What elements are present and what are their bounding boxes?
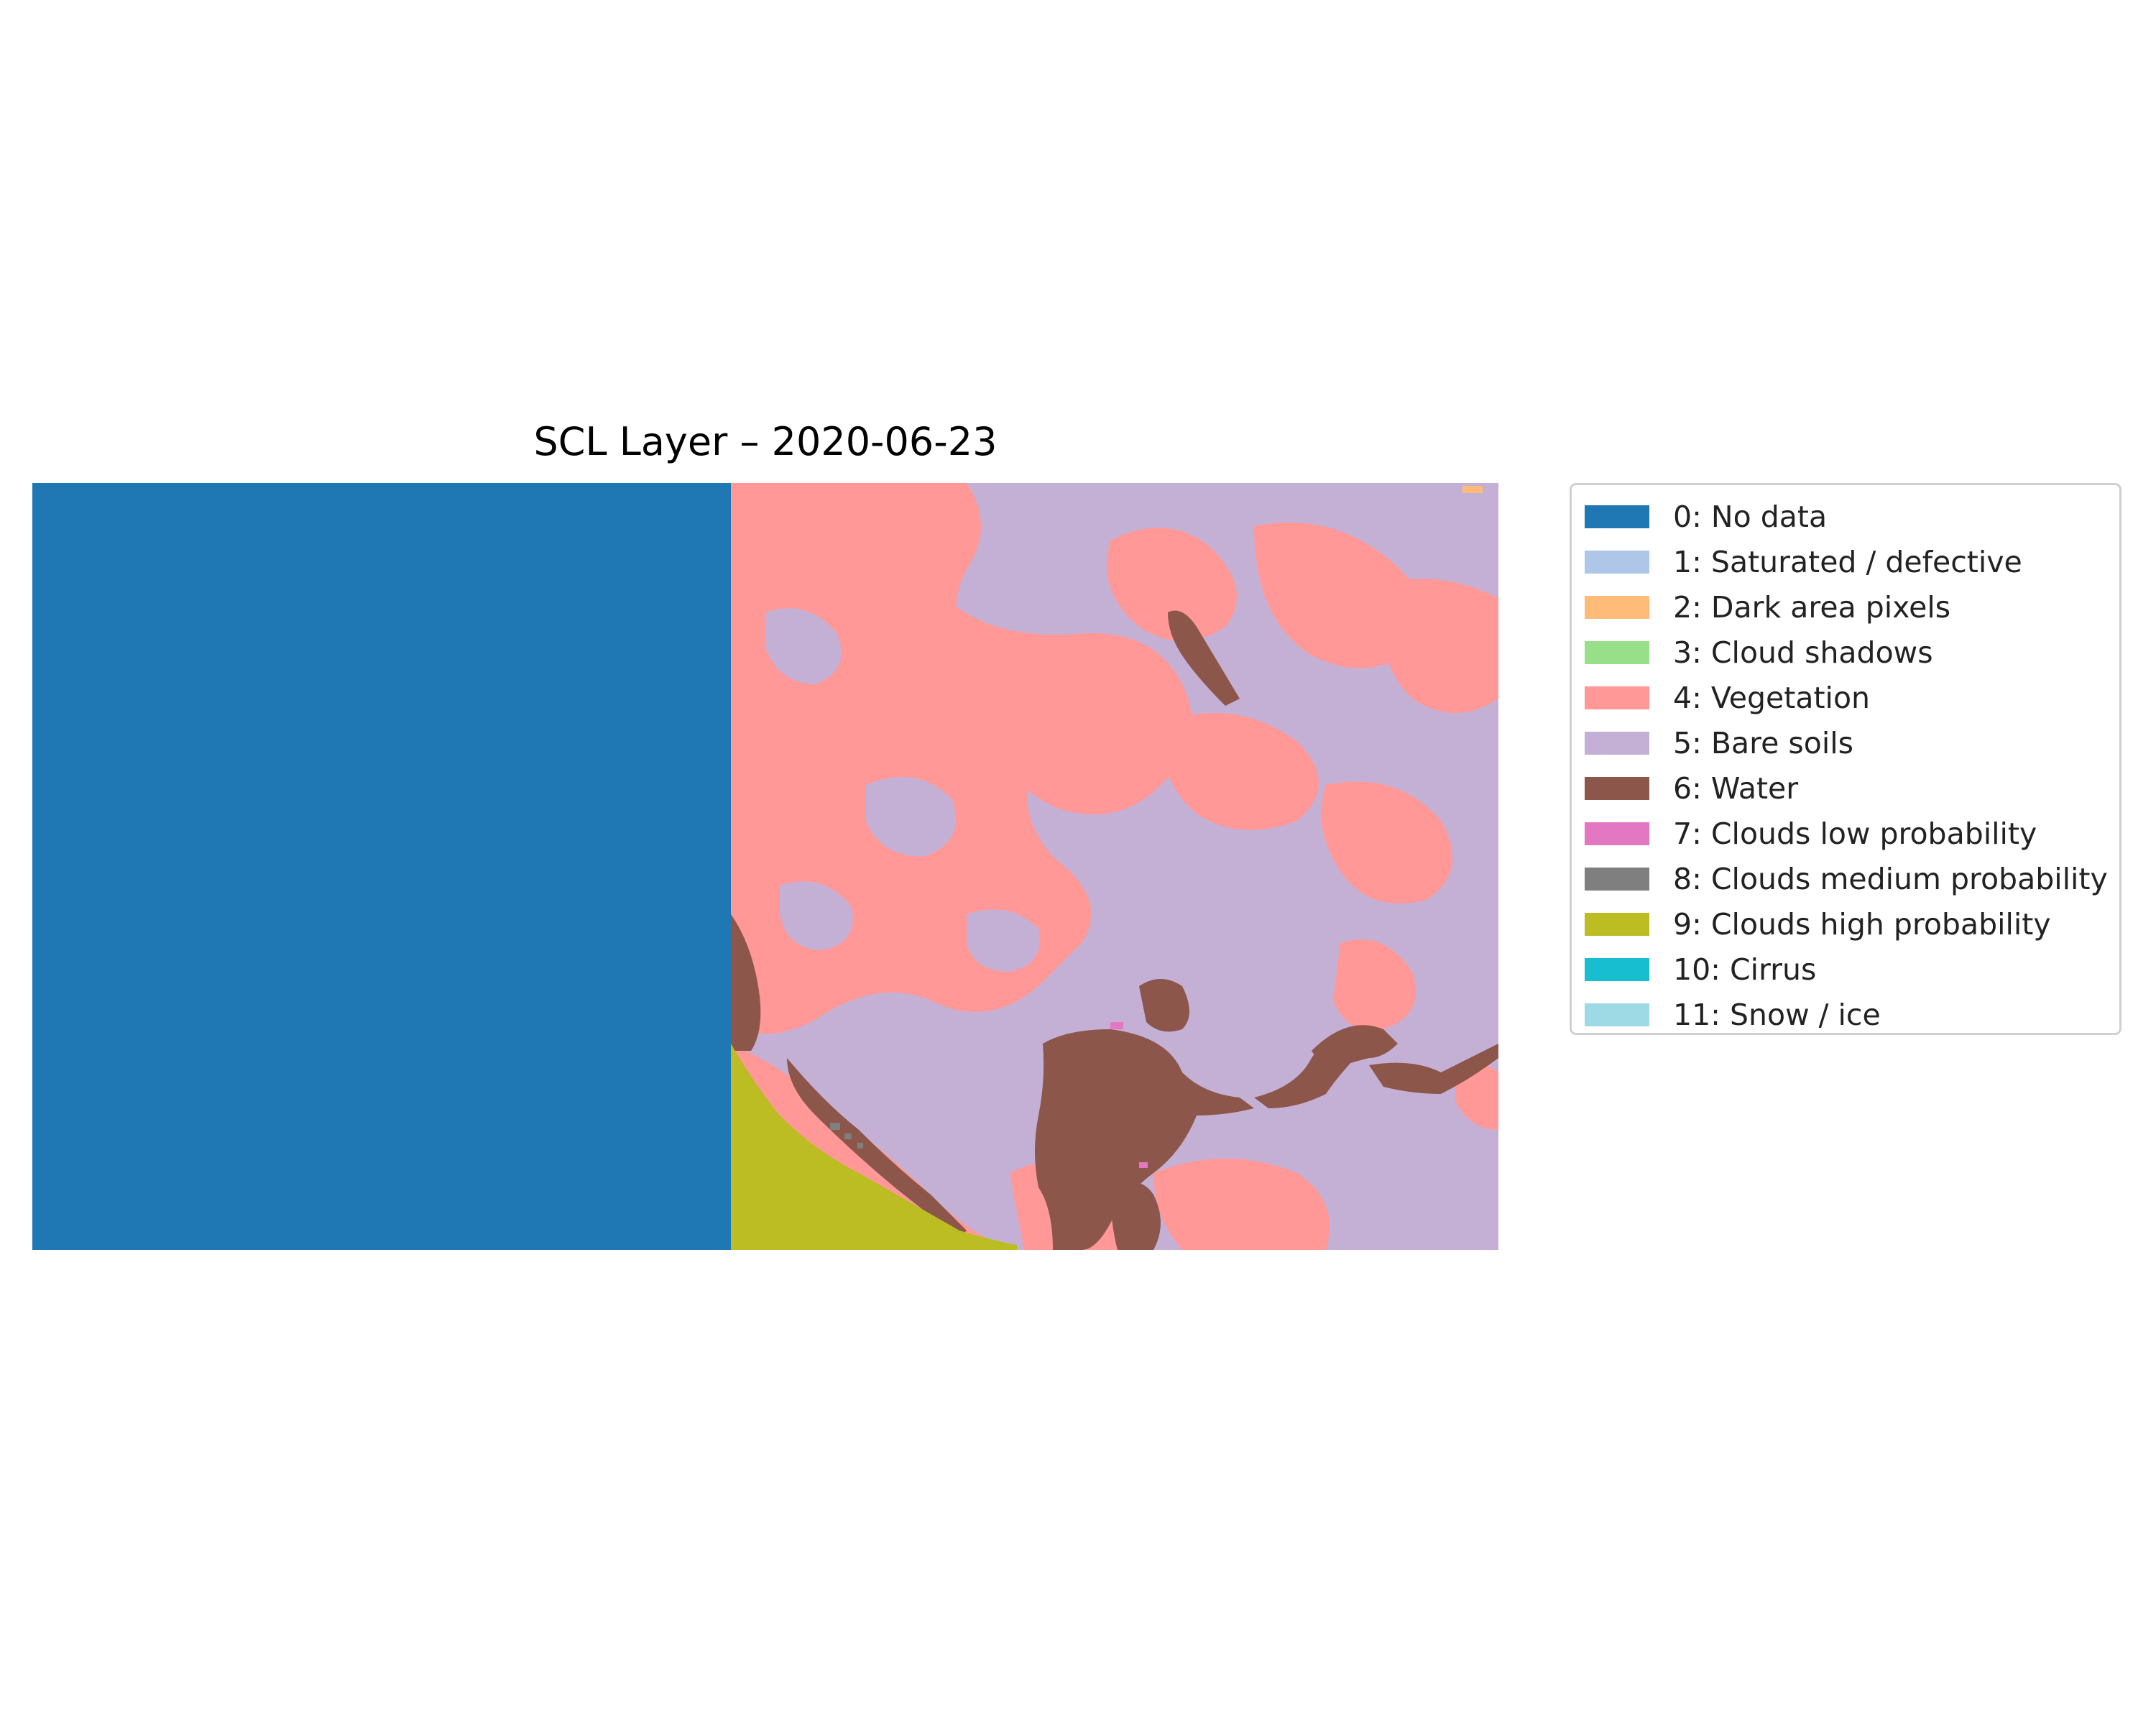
dark-area-specks (1462, 486, 1483, 493)
legend-item-11: 11: Snow / ice (1585, 992, 1881, 1037)
legend-label-1: 1: Saturated / defective (1673, 544, 2022, 579)
legend-item-5: 5: Bare soils (1585, 720, 1853, 765)
legend-swatch-8 (1585, 867, 1649, 891)
legend-label-11: 11: Snow / ice (1673, 997, 1881, 1032)
legend-label-7: 7: Clouds low probability (1673, 816, 2037, 851)
legend-swatch-11 (1585, 1003, 1649, 1026)
legend-label-10: 10: Cirrus (1673, 952, 1817, 987)
legend-swatch-4 (1585, 686, 1649, 709)
legend: 0: No data 1: Saturated / defective 2: D… (1570, 483, 2122, 1035)
legend-swatch-6 (1585, 776, 1649, 800)
legend-item-6: 6: Water (1585, 765, 1798, 811)
legend-item-2: 2: Dark area pixels (1585, 584, 1950, 630)
legend-item-4: 4: Vegetation (1585, 675, 1870, 720)
legend-swatch-5 (1585, 731, 1649, 755)
water-bodies (731, 610, 1498, 1250)
legend-item-0: 0: No data (1585, 494, 1827, 539)
legend-label-3: 3: Cloud shadows (1673, 635, 1933, 670)
legend-label-5: 5: Bare soils (1673, 725, 1853, 760)
legend-swatch-7 (1585, 822, 1649, 845)
no-data-region (32, 483, 731, 1250)
legend-label-8: 8: Clouds medium probability (1673, 861, 2108, 896)
legend-swatch-0 (1585, 505, 1649, 528)
scl-raster-map[interactable] (32, 483, 1498, 1250)
legend-item-10: 10: Cirrus (1585, 947, 1816, 992)
legend-swatch-2 (1585, 595, 1649, 619)
legend-label-9: 9: Clouds high probability (1673, 906, 2051, 942)
legend-item-8: 8: Clouds medium probability (1585, 856, 2108, 901)
legend-item-7: 7: Clouds low probability (1585, 811, 2037, 856)
clouds-low-specks (1110, 1022, 1148, 1168)
clouds-medium-specks (830, 1123, 863, 1149)
legend-label-4: 4: Vegetation (1673, 680, 1871, 715)
legend-swatch-3 (1585, 640, 1649, 664)
bare-soils-islands (765, 608, 1040, 972)
legend-label-0: 0: No data (1673, 499, 1828, 534)
legend-swatch-10 (1585, 957, 1649, 981)
map-title: SCL Layer – 2020-06-23 (533, 419, 998, 464)
legend-item-1: 1: Saturated / defective (1585, 539, 2022, 584)
legend-item-9: 9: Clouds high probability (1585, 901, 2051, 947)
legend-label-6: 6: Water (1673, 770, 1799, 806)
legend-label-2: 2: Dark area pixels (1673, 589, 1951, 625)
legend-swatch-9 (1585, 912, 1649, 936)
clouds-high-region (731, 1044, 1017, 1250)
legend-swatch-1 (1585, 550, 1649, 574)
legend-item-3: 3: Cloud shadows (1585, 630, 1933, 675)
